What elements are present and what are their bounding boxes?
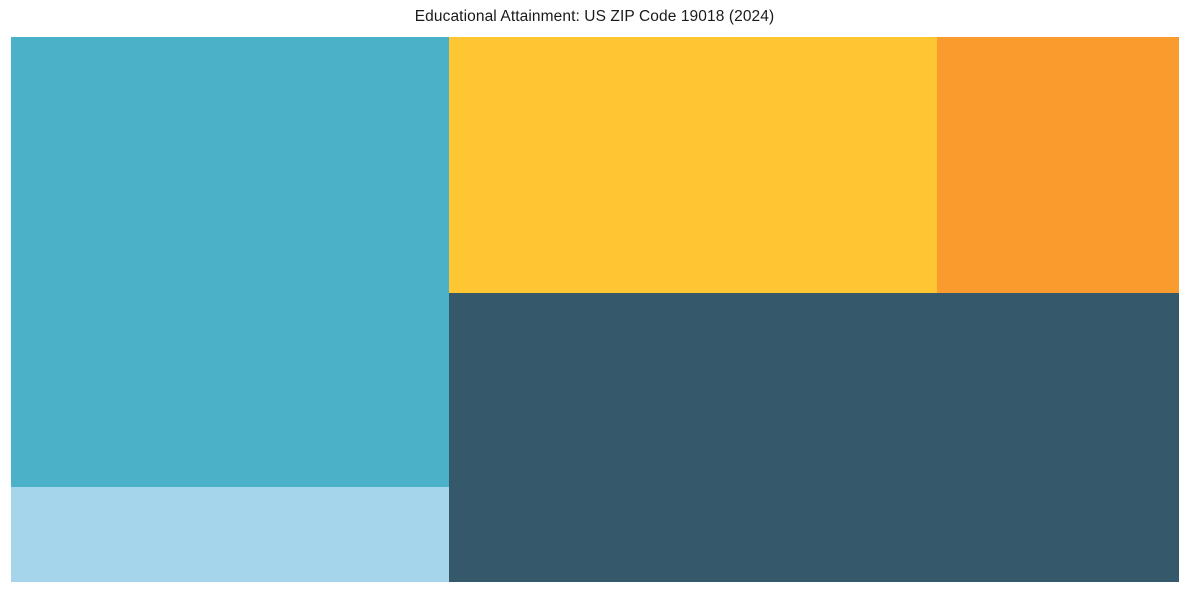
tile-less-than-high-school[interactable]: Less than high school diploma — [11, 487, 449, 582]
treemap-plot-area: High school graduate (includes equivalen… — [11, 37, 1179, 582]
tile-some-college[interactable]: Some college or associate's degree — [11, 37, 449, 487]
tile-high-school-graduate[interactable]: High school graduate (includes equivalen… — [449, 293, 1179, 582]
chart-title: Educational Attainment: US ZIP Code 1901… — [414, 8, 775, 25]
tile-bachelors-degree[interactable]: Bachelor's degree — [449, 37, 937, 293]
tile-graduate-degree[interactable]: Graduate or professional degree — [937, 37, 1179, 293]
